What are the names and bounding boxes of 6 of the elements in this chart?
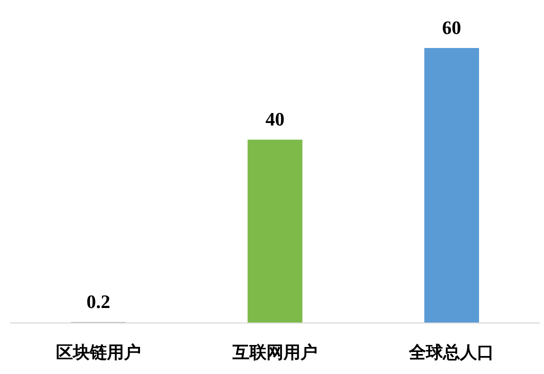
x-tick-label: 互联网用户 xyxy=(232,343,318,363)
data-label: 0.2 xyxy=(86,292,110,314)
x-tick-label: 全球总人口 xyxy=(408,343,494,363)
data-label: 40 xyxy=(266,110,284,131)
x-tick-label: 区块链用户 xyxy=(56,343,141,363)
data-label: 60 xyxy=(442,18,462,39)
